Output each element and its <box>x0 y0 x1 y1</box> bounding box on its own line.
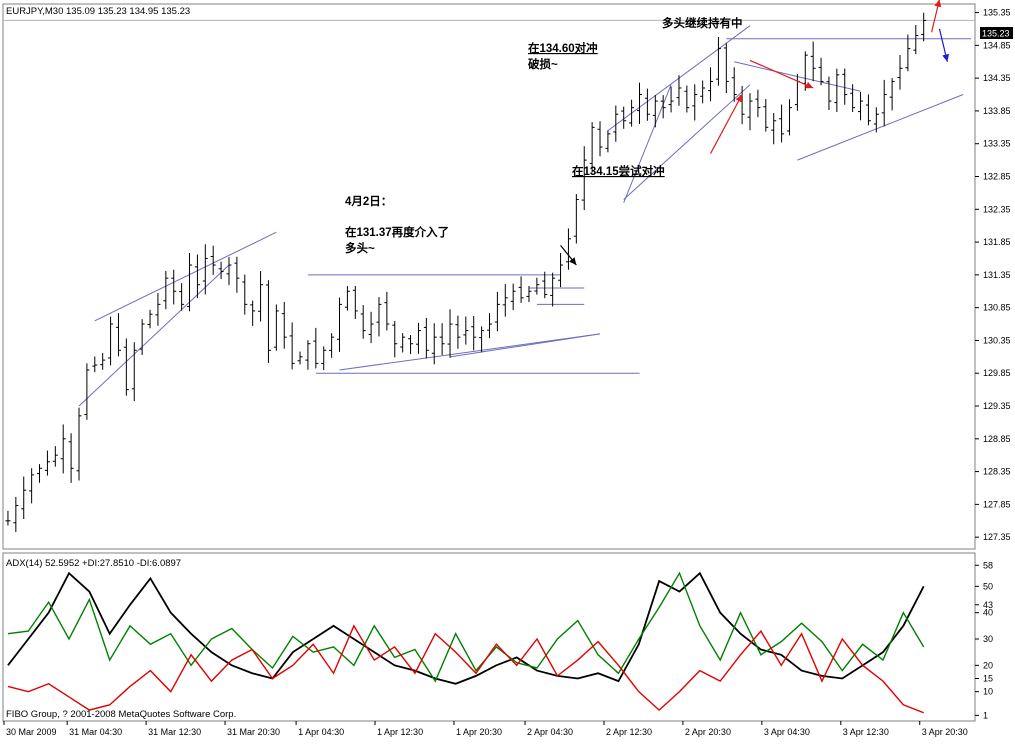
trendline <box>339 333 601 371</box>
time-tick-label: 1 Apr 12:30 <box>377 727 423 737</box>
annotation-arrow-head <box>805 81 814 89</box>
adx-tick-label: 10 <box>983 687 993 697</box>
price-tick-label: 135.35 <box>983 8 1011 18</box>
annotation-arrow-shaft <box>749 59 814 89</box>
price-tick-label: 132.35 <box>983 204 1011 214</box>
trendline <box>797 94 964 161</box>
price-tick-label: 129.35 <box>983 401 1011 411</box>
annotation-arrow-shaft <box>710 94 743 154</box>
price-tick-label: 130.85 <box>983 303 1011 313</box>
minus-di-line <box>7 624 924 714</box>
time-tick-label: 31 Mar 20:30 <box>227 727 280 737</box>
price-tick-label: 131.35 <box>983 270 1011 280</box>
price-tick-label: 127.35 <box>983 532 1011 542</box>
annotation-hedge-1b: 破损~ <box>528 57 558 71</box>
price-tick-label: 133.35 <box>983 139 1011 149</box>
annotation-hedge-1: 在134.60对冲 <box>528 41 598 55</box>
adx-tick-label: 30 <box>983 634 993 644</box>
adx-panel-frame <box>2 552 976 722</box>
price-tick-label: 130.35 <box>983 335 1011 345</box>
time-tick-label: 30 Mar 2009 <box>6 727 57 737</box>
price-tick-label: 127.85 <box>983 499 1011 509</box>
trendline <box>623 84 751 200</box>
annotation-arrow-head <box>942 53 950 62</box>
price-tick-label: 133.85 <box>983 106 1011 116</box>
time-tick-label: 2 Apr 12:30 <box>606 727 652 737</box>
adx-tick-label: 40 <box>983 608 993 618</box>
price-tick-label: 131.85 <box>983 237 1011 247</box>
annotation-reentry-2: 多头~ <box>345 241 375 255</box>
price-tick-label: 134.85 <box>983 40 1011 50</box>
time-tick-label: 1 Apr 20:30 <box>456 727 502 737</box>
time-axis: 30 Mar 2009 31 Mar 04:30 31 Mar 12:30 31 Ma… <box>3 721 968 737</box>
annotation-arrow-head <box>934 0 942 8</box>
annotation-bull-hold: 多头继续持有中 <box>662 16 743 30</box>
annotation-hedge-2: 在134.15尝试对冲 <box>572 164 665 178</box>
footer-copyright: FIBO Group, ? 2001-2008 MetaQuotes Softw… <box>6 709 236 720</box>
current-price-tag: 135.23 <box>982 29 1010 39</box>
time-tick-label: 3 Apr 12:30 <box>843 727 889 737</box>
price-panel-frame <box>2 3 976 550</box>
price-tick-label: 134.35 <box>983 73 1011 83</box>
time-tick-label: 3 Apr 20:30 <box>922 727 968 737</box>
time-tick-label: 31 Mar 12:30 <box>148 727 201 737</box>
adx-layer <box>7 571 925 714</box>
arrow-layer <box>560 0 950 266</box>
annotation-apr2: 4月2日： <box>345 195 392 208</box>
price-tick-label: 128.85 <box>983 434 1011 444</box>
price-tick-label: 128.35 <box>983 467 1011 477</box>
adx-tick-label: 20 <box>983 660 993 670</box>
adx-tick-label: 1 <box>983 710 988 720</box>
annotation-arrow-head <box>569 257 577 266</box>
time-tick-label: 2 Apr 04:30 <box>527 727 573 737</box>
adx-label: ADX(14) 52.5952 +DI:27.8510 -DI:6.0897 <box>6 558 181 569</box>
candle-layer <box>5 12 927 533</box>
adx-tick-label: 43 <box>983 600 993 610</box>
adx-main-line <box>7 571 925 685</box>
adx-tick-label: 50 <box>983 581 993 591</box>
time-tick-label: 2 Apr 20:30 <box>685 727 731 737</box>
annotation-reentry-1: 在131.37再度介入了 <box>345 225 449 239</box>
time-tick-label: 3 Apr 04:30 <box>764 727 810 737</box>
annotation-arrow-head <box>735 94 743 103</box>
adx-tick-label: 15 <box>983 674 993 684</box>
adx-tick-label: 58 <box>983 560 993 570</box>
price-axis: 135.35 134.85 134.35 133.85 133.35 132.85 132.… <box>975 8 1011 542</box>
time-tick-label: 31 Mar 04:30 <box>69 727 122 737</box>
trendline <box>449 333 601 358</box>
trendline <box>94 231 277 322</box>
trendline <box>78 264 230 407</box>
time-tick-label: 1 Apr 04:30 <box>298 727 344 737</box>
symbol-label: EURJPY,M30 135.09 135.23 134.95 135.23 <box>6 6 190 17</box>
price-tick-label: 129.85 <box>983 368 1011 378</box>
current-price-tag-box <box>980 27 1013 39</box>
price-tick-label: 132.85 <box>983 171 1011 181</box>
